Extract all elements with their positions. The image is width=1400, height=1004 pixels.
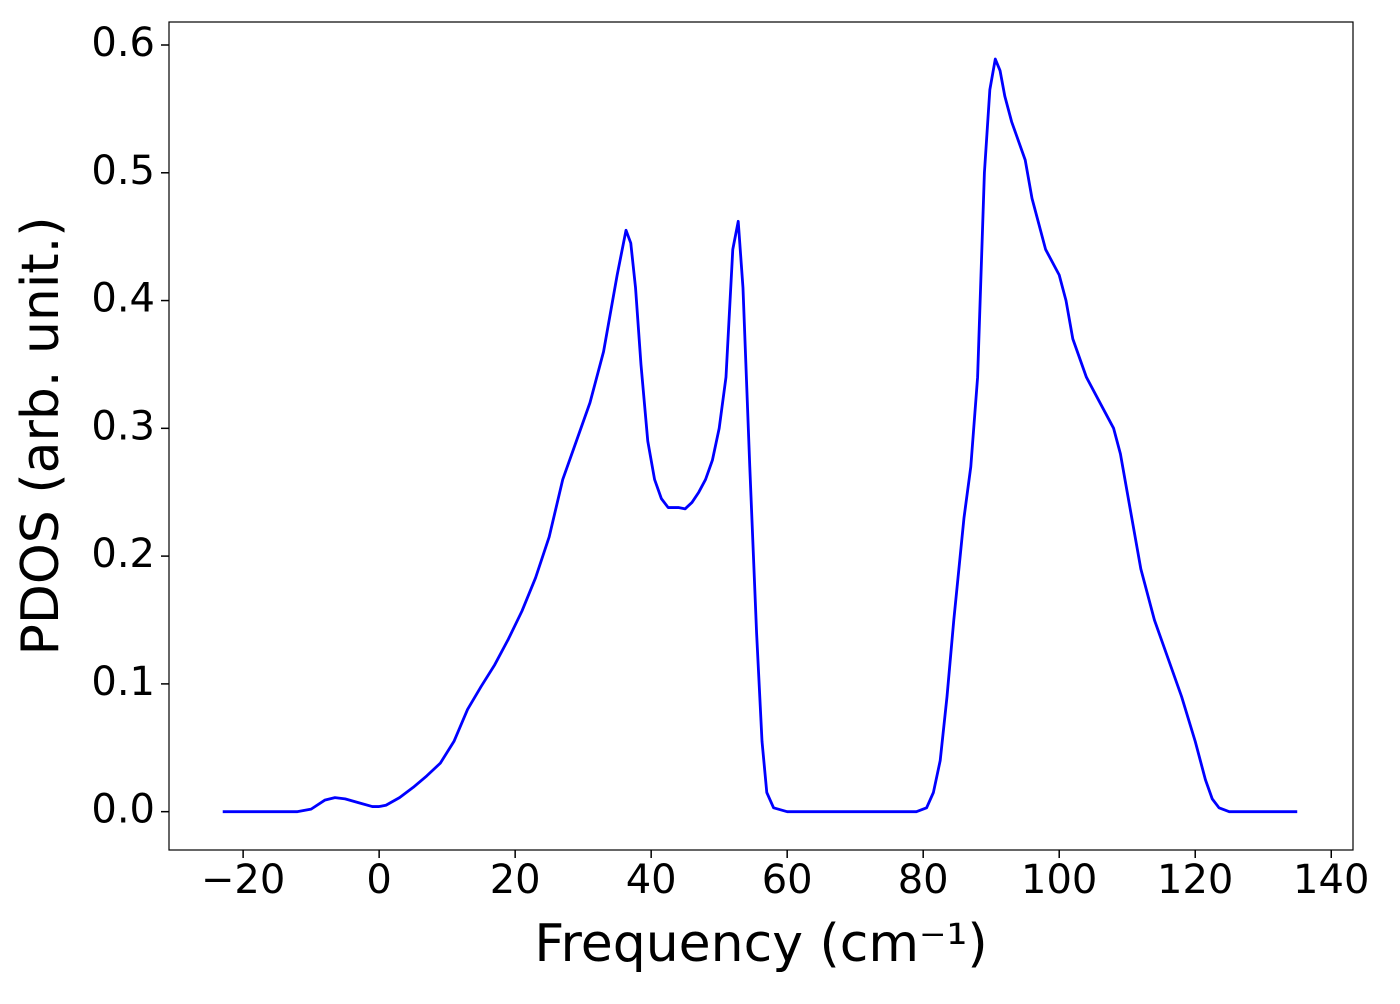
x-axis-label: Frequency (cm⁻¹) — [534, 914, 987, 974]
x-tick-label: 20 — [490, 857, 541, 903]
y-tick-label: 0.5 — [91, 148, 155, 194]
x-tick-label: 120 — [1157, 857, 1233, 903]
y-tick-label: 0.0 — [91, 787, 155, 833]
x-tick-label: 140 — [1293, 857, 1369, 903]
x-tick-label: 0 — [366, 857, 391, 903]
data-line — [222, 57, 1298, 814]
x-tick-label: 100 — [1021, 857, 1097, 903]
y-tick-label: 0.6 — [91, 20, 155, 66]
x-tick-label: 60 — [762, 857, 813, 903]
y-tick-label: 0.4 — [91, 276, 155, 322]
y-tick-label: 0.1 — [91, 659, 155, 705]
x-tick-label: 40 — [626, 857, 677, 903]
y-tick-label: 0.2 — [91, 531, 155, 577]
x-tick-label: 80 — [898, 857, 949, 903]
y-axis-label: PDOS (arb. unit.) — [11, 216, 71, 655]
y-tick-label: 0.3 — [91, 403, 155, 449]
x-tick-label: −20 — [201, 857, 285, 903]
plot-frame — [168, 21, 1354, 851]
